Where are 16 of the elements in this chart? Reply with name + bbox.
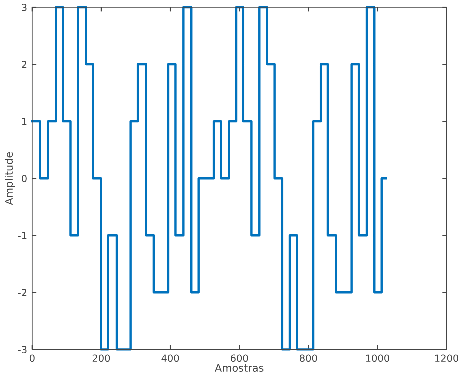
x-tick-label: 800: [300, 354, 318, 362]
y-tick-label: 3: [22, 4, 27, 12]
x-tick-label: 600: [231, 354, 248, 362]
x-axis-title: Amostras: [215, 364, 264, 372]
y-tick-label: -1: [18, 232, 27, 240]
y-tick-label: -3: [18, 346, 27, 354]
y-tick-label: 0: [22, 175, 27, 182]
x-tick-label: 1000: [366, 354, 390, 362]
x-tick-label: 400: [162, 354, 180, 362]
y-tick-label: 2: [22, 61, 27, 68]
x-tick-label: 200: [92, 354, 110, 362]
x-tick-label: 1200: [435, 354, 459, 362]
y-tick-label: 1: [22, 118, 27, 126]
y-tick-label: -2: [18, 289, 27, 296]
y-axis-title: Amplitude: [4, 152, 16, 206]
x-tick-label: 0: [30, 354, 35, 362]
